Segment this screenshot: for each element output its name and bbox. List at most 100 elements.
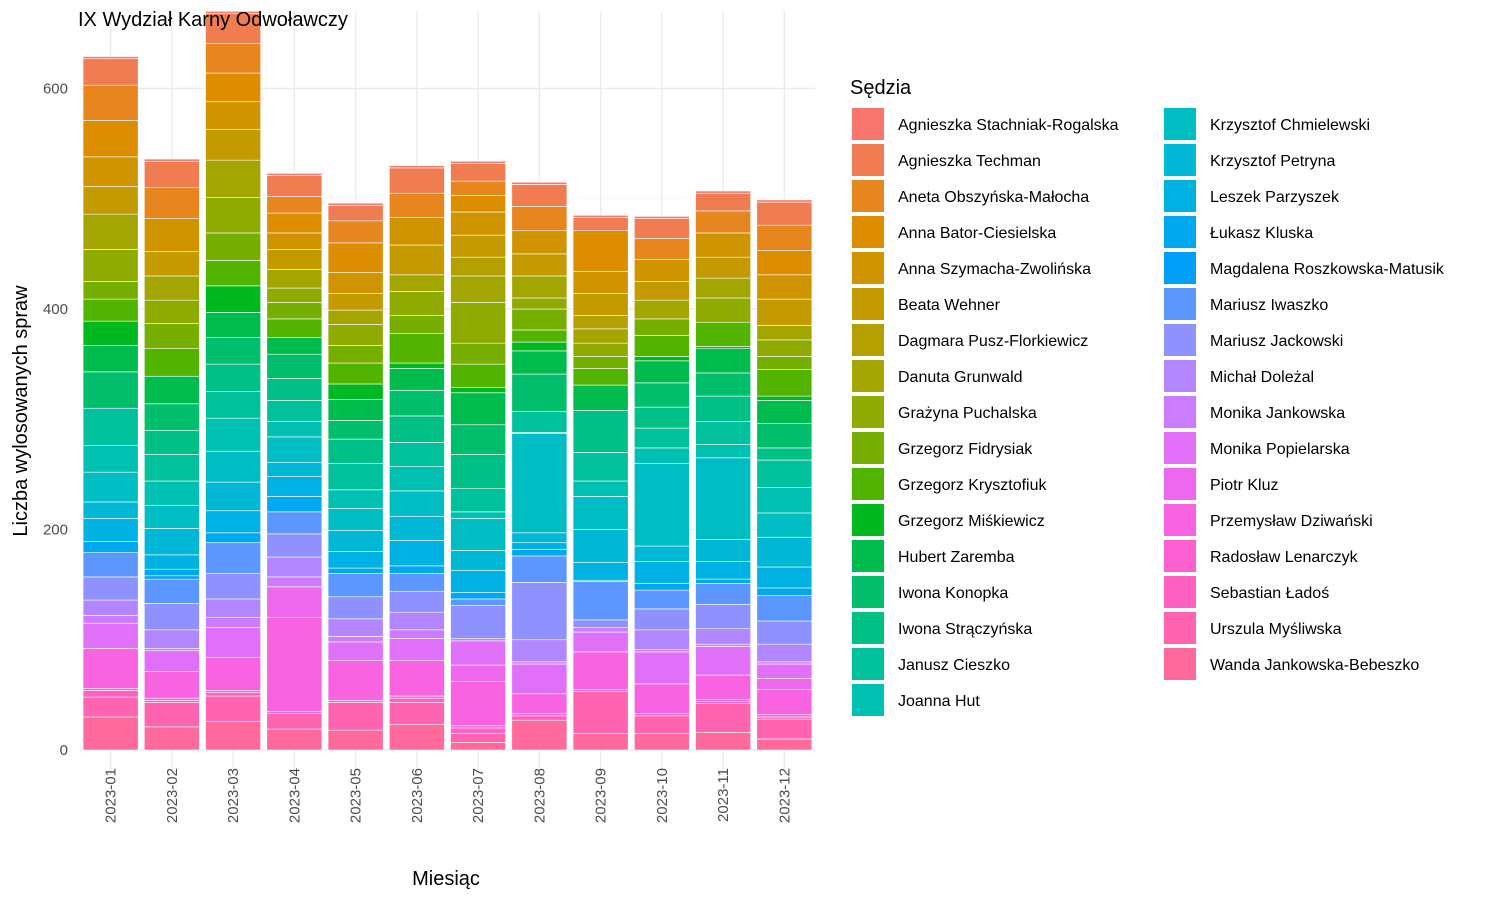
bar-segment [266,337,323,355]
bar-segment [266,378,323,401]
bar-segment [266,175,323,197]
bar-segment [205,510,261,534]
bar-segment [389,332,445,364]
x-tick-label: 2023-03 [225,768,242,823]
legend-label: Anna Szymacha-Zwolińska [898,261,1091,278]
bar-segment [634,733,690,751]
bar-segment [144,429,200,455]
bar-segment [82,690,139,698]
bar-segment [511,184,568,207]
legend-label: Iwona Konopka [898,585,1008,602]
bar-segment [205,232,261,261]
bar-segment [266,728,323,751]
bar-segment [511,329,568,343]
bar-segment [756,536,813,568]
bar-segment [511,715,568,721]
legend-label: Michał Doleżal [1210,369,1314,386]
bar-segment [634,218,690,239]
bar-segment [695,457,751,540]
bar-segment [450,363,506,388]
bar-segment [695,232,751,258]
bar-segment [450,518,506,551]
legend-label: Piotr Kluz [1210,477,1278,494]
legend-swatch [852,144,884,176]
y-axis-title: Liczba wylosowanych spraw [10,285,32,537]
bar-segment [144,650,200,673]
bar-segment [389,390,445,417]
bar-segment [327,205,384,222]
bar-segment [144,575,200,580]
bar-segment [389,192,445,218]
legend-label: Magdalena Roszkowska-Matusik [1210,261,1445,278]
bar-segment [144,160,200,189]
bar-segment [82,445,139,473]
bar-segment [756,663,813,679]
bar-segment [389,274,445,292]
bar-segment [82,648,139,689]
bar-segment [327,618,384,637]
bar-segment [327,641,384,661]
bar-segment [266,713,323,730]
bar-segment [450,592,506,600]
bar-segment [634,427,690,449]
bar-segment [82,622,139,649]
bar-segment [144,554,200,570]
bar-segment [756,298,813,326]
x-tick-label: 2023-01 [103,768,120,823]
bar-segment [327,202,384,206]
bar-segment [756,201,813,226]
legend-swatch [852,612,884,644]
bar-segment [511,663,568,695]
legend-label: Leszek Parzyszek [1210,189,1340,206]
bar-segment [695,321,751,347]
legend-label: Aneta Obszyńska-Małocha [898,189,1089,206]
legend-label: Krzysztof Petryna [1210,153,1335,170]
bar-segment [695,348,751,374]
bar-segment [327,567,384,574]
bar-segment [266,461,323,477]
legend-label: Mariusz Iwaszko [1210,297,1328,314]
bar-segment [389,515,445,541]
bar-segment [205,128,261,161]
bar-segment [450,598,506,606]
bar-segment [695,701,751,704]
bar-segment [572,368,629,386]
bar-segment [144,726,200,751]
bar-segment [450,488,506,513]
bar-segment [82,56,139,60]
bar-segment [756,689,813,716]
bar-segment [634,356,690,362]
bar-segment [144,697,200,701]
legend-label: Urszula Myśliwska [1210,621,1342,638]
bar-segment [511,341,568,352]
bar-segment [144,504,200,529]
bar-segment [266,511,323,535]
bar-segment [389,291,445,316]
bar-segment [389,724,445,751]
legend-label: Anna Bator-Ciesielska [898,225,1056,242]
bar-segment [756,325,813,341]
legend-swatch [1164,144,1196,176]
bar-segment [634,447,690,464]
bar-segment [695,646,751,676]
x-tick-label: 2023-08 [531,768,548,823]
legend-swatch [852,216,884,248]
legend-label: Sebastian Ładoś [1210,585,1329,602]
legend-label: Hubert Zaremba [898,549,1015,566]
bar-segment [82,58,139,86]
bar-segment [144,348,200,377]
legend-swatch [1164,216,1196,248]
bar-segment [634,589,690,610]
bar-segment [82,186,139,215]
bar-segment [205,363,261,392]
legend-swatch [852,396,884,428]
bar-segment [144,375,200,405]
bar-segment [756,620,813,645]
bar-segment [695,628,751,645]
bar-segment [634,216,690,219]
bar-segment [756,224,813,251]
bar-segment [634,238,690,260]
legend-label: Przemysław Dziwański [1210,513,1373,530]
legend-swatch [852,468,884,500]
bar-segment [572,342,629,357]
